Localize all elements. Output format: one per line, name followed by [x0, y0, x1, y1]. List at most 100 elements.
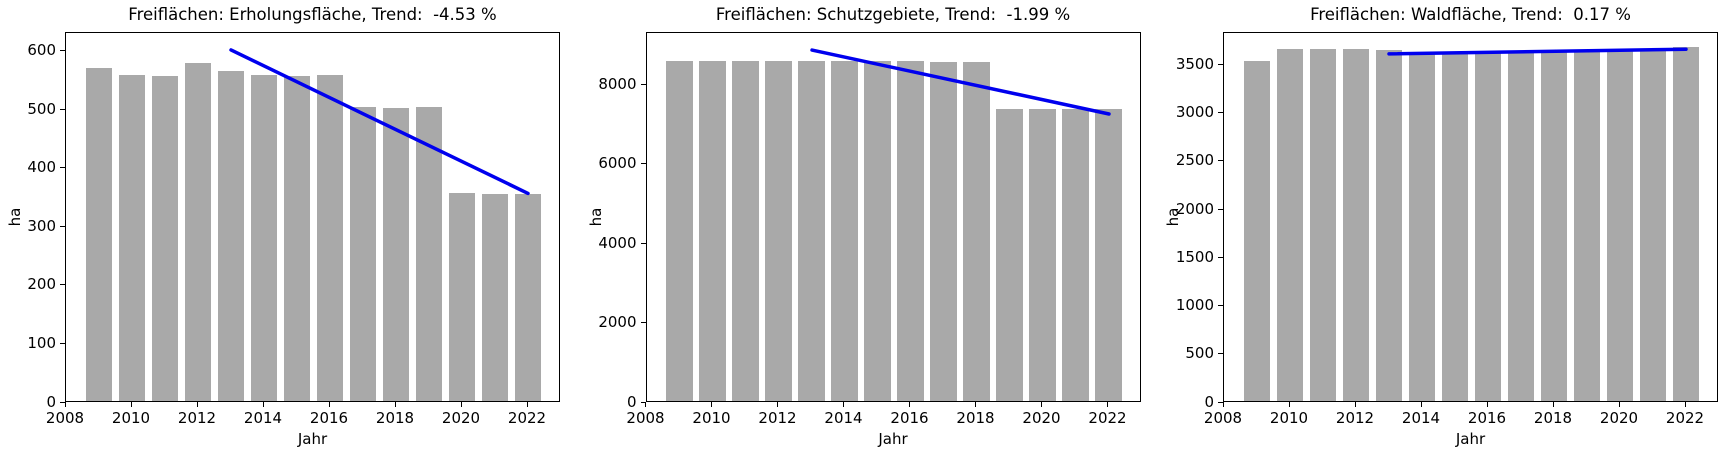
- y-tick-label-200: 200: [27, 275, 56, 294]
- x-axis-label-jahr: Jahr: [297, 430, 328, 448]
- x-tick-mark-2020: [1618, 402, 1620, 407]
- x-tick-mark-2014: [1420, 402, 1422, 407]
- bar-2016: [316, 74, 344, 401]
- x-axis-label-jahr: Jahr: [1455, 430, 1486, 448]
- x-tick-label-2022: 2022: [1088, 409, 1127, 427]
- x-tick-label-2018: 2018: [375, 409, 415, 427]
- y-tick-mark-1500: [1218, 256, 1223, 258]
- bar-2018: [963, 61, 990, 401]
- y-tick-mark-4000: [640, 242, 646, 244]
- bar-2022: [1672, 47, 1700, 401]
- x-tick-mark-2022: [1107, 402, 1108, 407]
- y-tick-mark-600: [60, 50, 65, 52]
- x-tick-label-2012: 2012: [177, 409, 217, 427]
- bar-2009: [85, 68, 113, 401]
- bar-2011: [1309, 48, 1337, 401]
- y-tick-label-400: 400: [27, 158, 56, 177]
- bar-2016: [1474, 51, 1502, 401]
- chart-title-erholungsflaeche: Freiflächen: Erholungsfläche, Trend: -4.…: [128, 5, 497, 24]
- bar-2012: [1342, 49, 1370, 401]
- x-tick-mark-2010: [130, 402, 132, 407]
- y-axis-label-ha: ha: [586, 207, 605, 227]
- bar-2015: [283, 75, 311, 401]
- bar-2014: [1408, 52, 1436, 401]
- y-tick-mark-2000: [1218, 208, 1223, 210]
- x-tick-mark-2016: [909, 402, 910, 407]
- x-tick-label-2016: 2016: [890, 409, 929, 427]
- x-tick-mark-2014: [262, 402, 264, 407]
- x-tick-label-2020: 2020: [441, 409, 481, 427]
- x-tick-label-2018: 2018: [1533, 409, 1573, 427]
- x-tick-label-2022: 2022: [1665, 409, 1705, 427]
- y-tick-label-3000: 3000: [1175, 103, 1214, 122]
- bar-2010: [1276, 48, 1304, 401]
- x-tick-mark-2016: [328, 402, 330, 407]
- y-tick-mark-500: [60, 108, 65, 110]
- x-tick-mark-2012: [1354, 402, 1356, 407]
- x-tick-label-2010: 2010: [1269, 409, 1309, 427]
- x-tick-label-2020: 2020: [1599, 409, 1639, 427]
- x-tick-label-2010: 2010: [111, 409, 151, 427]
- y-tick-mark-400: [60, 167, 65, 169]
- x-tick-label-2016: 2016: [309, 409, 349, 427]
- y-tick-label-500: 500: [27, 99, 56, 118]
- bar-2017: [1507, 51, 1535, 401]
- y-tick-label-2500: 2500: [1175, 151, 1214, 170]
- bar-2019: [996, 109, 1023, 401]
- x-tick-label-2008: 2008: [626, 409, 665, 427]
- bar-2013: [798, 60, 825, 401]
- plot-area-schutzgebiete: [645, 32, 1141, 402]
- x-tick-mark-2012: [196, 402, 198, 407]
- x-tick-label-2014: 2014: [824, 409, 863, 427]
- trend-line-layer: [1387, 47, 1688, 56]
- y-tick-label-8000: 8000: [598, 74, 637, 93]
- y-tick-label-100: 100: [27, 333, 56, 352]
- x-tick-mark-2018: [394, 402, 396, 407]
- bar-2017: [930, 61, 957, 401]
- bar-2019: [1573, 50, 1601, 401]
- trend-line: [809, 48, 1111, 116]
- bar-2022: [514, 194, 542, 401]
- bar-2020: [1606, 49, 1634, 401]
- x-tick-label-2020: 2020: [1022, 409, 1061, 427]
- bar-2020: [448, 193, 476, 401]
- trend-line-layer: [809, 48, 1111, 116]
- bar-2012: [184, 62, 212, 401]
- x-tick-mark-2020: [460, 402, 462, 407]
- x-tick-mark-2022: [526, 402, 528, 407]
- x-tick-mark-2008: [1222, 402, 1224, 407]
- y-tick-label-0: 0: [46, 392, 56, 411]
- x-tick-mark-2012: [777, 402, 778, 407]
- bar-2019: [415, 106, 443, 401]
- bar-2010: [118, 74, 146, 401]
- bar-2014: [250, 74, 278, 401]
- y-tick-label-1500: 1500: [1175, 247, 1214, 266]
- bar-2011: [732, 60, 759, 401]
- x-tick-mark-2008: [64, 402, 66, 407]
- y-tick-label-2000: 2000: [598, 313, 637, 332]
- bar-2009: [666, 60, 693, 401]
- y-tick-label-4000: 4000: [598, 233, 637, 252]
- y-tick-mark-1000: [1218, 305, 1223, 307]
- y-tick-label-0: 0: [1204, 392, 1214, 411]
- x-tick-label-2018: 2018: [956, 409, 995, 427]
- bar-2013: [217, 71, 245, 401]
- bar-2014: [831, 60, 858, 401]
- y-axis-label-ha: ha: [6, 207, 24, 227]
- bar-2009: [1243, 61, 1271, 401]
- bar-2021: [1639, 49, 1667, 401]
- x-tick-mark-2014: [843, 402, 844, 407]
- x-tick-mark-2008: [645, 402, 646, 407]
- bar-2015: [1441, 51, 1469, 401]
- x-tick-mark-2016: [1486, 402, 1488, 407]
- x-tick-label-2012: 2012: [758, 409, 797, 427]
- x-tick-mark-2010: [711, 402, 712, 407]
- chart-title-schutzgebiete: Freiflächen: Schutzgebiete, Trend: -1.99…: [715, 5, 1071, 24]
- x-tick-label-2008: 2008: [45, 409, 85, 427]
- x-tick-mark-2018: [975, 402, 976, 407]
- bar-2013: [1375, 49, 1403, 401]
- y-tick-mark-3500: [1218, 63, 1223, 65]
